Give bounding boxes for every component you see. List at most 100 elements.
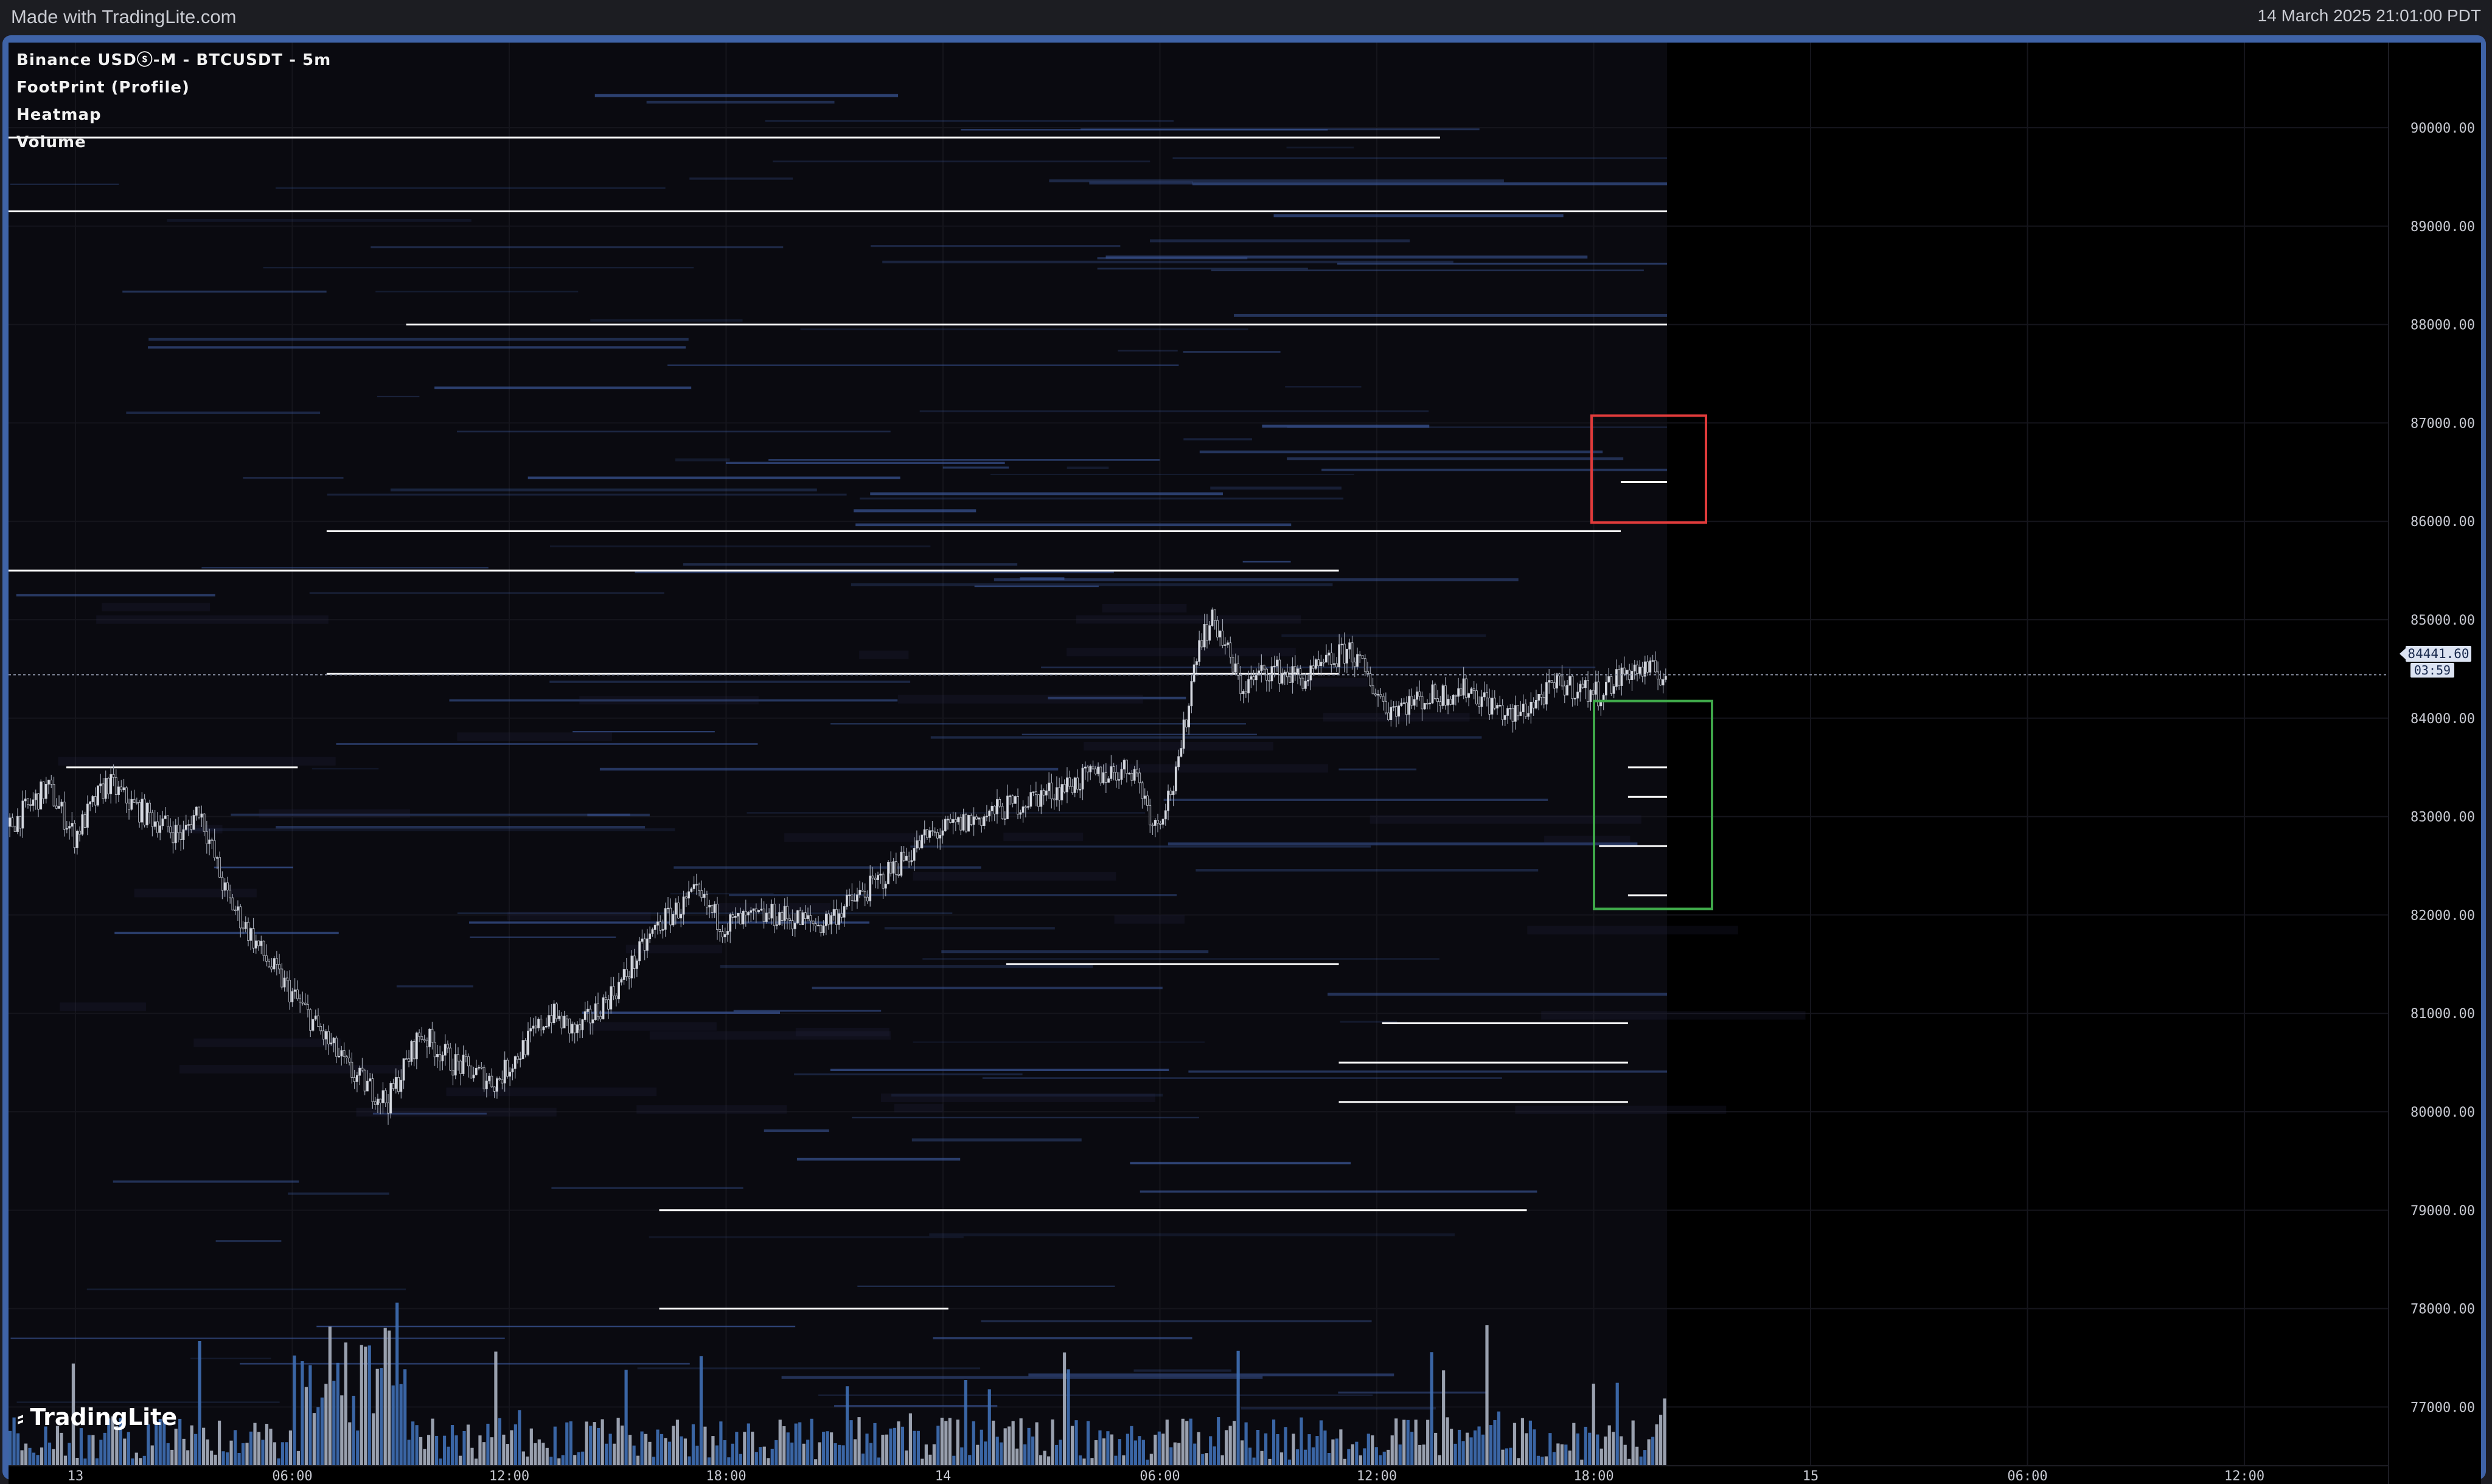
candle-body <box>1361 655 1364 659</box>
candle-body <box>345 1056 348 1058</box>
volume-bar <box>1398 1444 1402 1466</box>
volume-bar <box>63 1455 68 1466</box>
candle-body <box>1631 671 1634 680</box>
instrument-label[interactable]: Binance USDⓢ-M - BTCUSDT - 5m <box>16 51 332 69</box>
candle-body <box>506 1059 509 1077</box>
volume-bar <box>1303 1449 1307 1466</box>
y-tick-label: 86000.00 <box>2410 515 2475 530</box>
candle-body <box>44 783 47 799</box>
y-tick-label: 87000.00 <box>2410 416 2475 431</box>
candle-body <box>894 861 897 875</box>
candle-body <box>1366 671 1369 674</box>
candle-body <box>195 806 198 816</box>
volume-bar <box>210 1451 214 1466</box>
candle-body <box>293 990 296 992</box>
volume-bar <box>924 1444 928 1466</box>
candle-body <box>120 786 123 791</box>
heatmap-band <box>891 1094 1163 1097</box>
heatmap-band <box>818 1394 1373 1396</box>
candle-body <box>680 914 683 918</box>
volume-bar <box>301 1361 304 1466</box>
volume-bar <box>1390 1435 1394 1466</box>
volume-bar <box>1062 1352 1067 1466</box>
candle-body <box>812 920 815 924</box>
candle-body <box>750 910 753 913</box>
heatmap-haze <box>1306 678 1368 687</box>
candle-body <box>1514 705 1517 722</box>
heatmap-band <box>371 246 784 249</box>
volume-bar <box>1363 1448 1366 1466</box>
candle-body <box>237 906 239 911</box>
candle-body <box>402 1058 405 1081</box>
candle-body <box>1659 678 1662 685</box>
volume-bar <box>454 1435 458 1466</box>
candle-body <box>1299 668 1302 679</box>
candle-body <box>952 819 955 823</box>
candle-body <box>1001 806 1004 819</box>
candle-body <box>164 815 167 819</box>
volume-bar <box>506 1444 509 1466</box>
volume-bar <box>695 1445 699 1466</box>
heatmap-band <box>1242 561 1291 563</box>
candle-body <box>1641 667 1644 677</box>
candle-body <box>58 806 60 809</box>
heatmap-band <box>1287 457 1624 460</box>
volume-bar <box>403 1369 407 1466</box>
price-chart[interactable]: 90000.00 89000.00 88000.00 87000.00 86000.00… <box>9 43 2481 1484</box>
volume-bar <box>1185 1421 1189 1466</box>
chart-area[interactable]: 90000.00 89000.00 88000.00 87000.00 86000.00… <box>9 43 2481 1484</box>
heatmap-band <box>309 592 664 594</box>
x-tick-label: 14 <box>935 1469 952 1484</box>
candle-body <box>1130 772 1133 781</box>
volume-bar <box>1098 1430 1102 1466</box>
candle-body <box>358 1067 361 1076</box>
candle-body <box>1066 777 1068 792</box>
indicator-footprint[interactable]: FootPrint (Profile) <box>16 78 190 97</box>
candle-body <box>1579 684 1582 693</box>
candle-body <box>599 1016 602 1019</box>
candle-body <box>1159 823 1162 825</box>
candle-body <box>1136 769 1138 774</box>
heatmap-haze <box>58 757 336 766</box>
volume-bar <box>490 1437 494 1466</box>
volume-bar <box>1256 1430 1260 1466</box>
candle-body <box>335 1038 338 1057</box>
y-tick-label: 90000.00 <box>2410 121 2475 136</box>
candle-body <box>369 1078 372 1081</box>
y-tick-label: 88000.00 <box>2410 318 2475 333</box>
y-tick-label: 84000.00 <box>2410 712 2475 727</box>
volume-bar <box>36 1455 40 1466</box>
candle-body <box>1058 787 1061 800</box>
candle-body <box>114 777 117 795</box>
volume-bar <box>241 1443 245 1466</box>
candle-body <box>558 1016 561 1019</box>
heatmap-haze <box>636 1105 787 1114</box>
candle-body <box>1234 663 1237 673</box>
volume-bar <box>972 1421 975 1466</box>
volume-bar <box>411 1421 415 1466</box>
volume-bar <box>782 1426 786 1466</box>
volume-bar <box>158 1418 162 1466</box>
candle-body <box>783 906 786 921</box>
volume-bar <box>613 1443 616 1466</box>
candle-body <box>1587 680 1589 702</box>
candle-body <box>902 851 905 861</box>
heatmap-haze <box>1067 648 1296 657</box>
candle-body <box>1177 756 1180 768</box>
heatmap-band <box>1338 1392 1488 1394</box>
candle-body <box>656 921 659 926</box>
candle-body <box>381 1090 385 1103</box>
candle-body <box>1027 806 1029 808</box>
volume-bar <box>521 1451 525 1466</box>
heatmap-band <box>812 986 1163 990</box>
indicator-volume[interactable]: Volume <box>16 133 86 151</box>
candle-body <box>200 813 203 818</box>
volume-bar <box>553 1426 557 1466</box>
candle-body <box>83 814 86 828</box>
volume-bar <box>561 1455 565 1466</box>
candle-body <box>636 960 638 969</box>
volume-bar <box>1054 1444 1059 1466</box>
candle-body <box>1219 630 1222 638</box>
candle-body <box>1223 644 1227 646</box>
indicator-heatmap[interactable]: Heatmap <box>16 106 102 124</box>
